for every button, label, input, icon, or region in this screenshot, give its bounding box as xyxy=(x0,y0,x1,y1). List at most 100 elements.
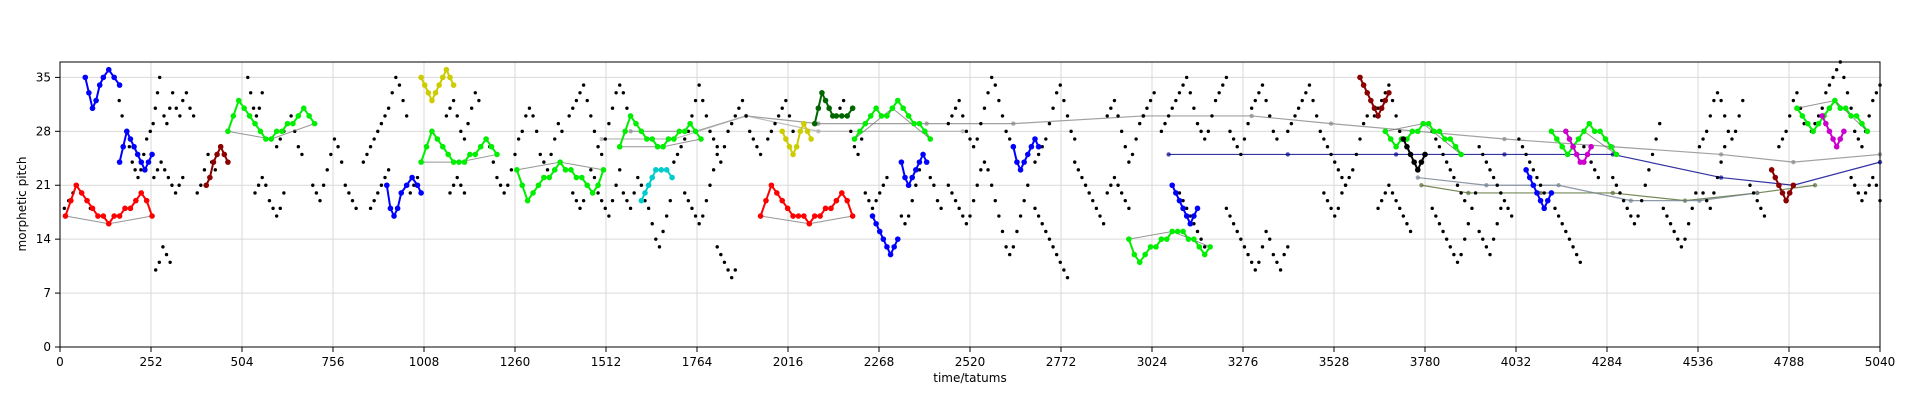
note-point xyxy=(668,198,672,203)
note-point xyxy=(289,114,293,118)
motif-point xyxy=(887,251,894,258)
note-point xyxy=(469,106,474,110)
note-point xyxy=(1004,129,1008,134)
motif-point xyxy=(225,159,231,165)
note-point xyxy=(592,129,597,134)
note-point xyxy=(1293,114,1297,118)
note-point xyxy=(1860,198,1864,203)
note-point xyxy=(1246,252,1250,257)
motif-point xyxy=(1422,151,1428,158)
note-point xyxy=(1058,260,1062,264)
note-point xyxy=(311,183,315,187)
note-point xyxy=(701,98,705,103)
motif-point xyxy=(116,82,123,88)
note-point xyxy=(1755,198,1759,203)
motif-point xyxy=(1566,136,1573,142)
note-point xyxy=(791,129,795,134)
note-point xyxy=(1571,245,1575,249)
note-point xyxy=(599,152,604,157)
note-point xyxy=(1708,206,1712,211)
note-point xyxy=(997,214,1001,218)
note-point xyxy=(1665,214,1669,218)
note-point xyxy=(964,222,969,226)
note-point xyxy=(1040,222,1044,226)
note-point xyxy=(142,152,146,157)
note-point xyxy=(625,106,629,110)
motif-track xyxy=(225,97,318,142)
x-tick-label: 5040 xyxy=(1865,355,1896,369)
note-point xyxy=(1517,137,1521,141)
note-point xyxy=(560,129,564,134)
note-point xyxy=(1257,91,1261,95)
motif-point xyxy=(692,128,699,135)
note-point xyxy=(1719,98,1723,103)
motif-point xyxy=(1794,105,1800,112)
note-point xyxy=(852,145,857,149)
note-point xyxy=(1488,168,1492,172)
note-point xyxy=(1304,91,1308,95)
motif-point xyxy=(923,159,930,165)
motif-point xyxy=(822,97,829,104)
motif-point xyxy=(1588,143,1594,150)
motif-point xyxy=(541,174,547,181)
note-point xyxy=(1065,275,1070,280)
note-point xyxy=(1737,114,1741,118)
motif-point xyxy=(1832,97,1838,104)
motif-point xyxy=(1180,228,1186,235)
note-point xyxy=(1062,268,1066,272)
note-point xyxy=(1535,175,1539,180)
motif-point xyxy=(230,113,237,119)
motif-point xyxy=(268,136,275,142)
motif-point xyxy=(1414,167,1421,173)
motif-point xyxy=(1147,244,1154,250)
motif-line xyxy=(420,67,455,103)
note-point xyxy=(1181,83,1185,87)
note-point xyxy=(379,121,384,126)
motif-point xyxy=(819,90,825,96)
motif-point xyxy=(84,197,90,204)
motif-point xyxy=(1848,113,1854,119)
x-tick-label: 3780 xyxy=(1410,355,1441,369)
note-point xyxy=(361,160,366,164)
connector-point xyxy=(1249,113,1254,119)
note-point xyxy=(578,206,582,211)
note-point xyxy=(534,129,539,134)
motif-point xyxy=(111,213,117,219)
note-point xyxy=(1502,198,1507,203)
note-point xyxy=(451,98,456,103)
note-point xyxy=(130,160,134,164)
note-point xyxy=(719,160,723,164)
motif-point xyxy=(1014,159,1020,165)
note-point xyxy=(1704,198,1709,203)
note-point xyxy=(1188,91,1192,95)
note-point xyxy=(878,191,882,195)
motif-point xyxy=(839,113,845,119)
note-point xyxy=(1499,206,1503,211)
motif-track xyxy=(62,182,155,227)
motif-point xyxy=(698,136,704,142)
note-point xyxy=(719,252,723,257)
note-point xyxy=(1166,114,1171,118)
note-point xyxy=(1802,121,1806,126)
motif-point xyxy=(429,97,435,104)
connector-point xyxy=(1502,152,1507,157)
note-point xyxy=(459,183,463,187)
motif-point xyxy=(421,82,428,88)
y-tick-label: 28 xyxy=(36,124,51,138)
note-point xyxy=(697,222,701,226)
note-point xyxy=(1853,183,1857,187)
motif-point xyxy=(911,120,917,127)
motif-point xyxy=(801,120,807,127)
note-point xyxy=(975,183,979,187)
motif-point xyxy=(434,136,441,142)
motif-point xyxy=(1573,151,1580,158)
note-point xyxy=(1452,175,1456,180)
motif-point xyxy=(793,143,800,150)
motif-point xyxy=(300,105,307,112)
motif-point xyxy=(1153,244,1159,250)
motif-point xyxy=(290,120,296,127)
motif-point xyxy=(1136,259,1143,266)
note-point xyxy=(989,75,994,80)
motif-point xyxy=(878,113,885,119)
motif-point xyxy=(1447,136,1454,142)
